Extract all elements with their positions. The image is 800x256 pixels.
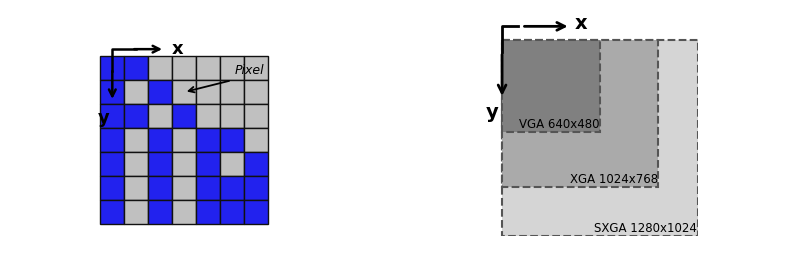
Bar (172, 152, 196, 176)
Bar (502, 40, 658, 187)
Bar (100, 56, 124, 80)
Bar (100, 176, 124, 200)
Bar (172, 200, 196, 223)
Bar (124, 128, 148, 152)
Bar (172, 56, 196, 80)
Bar (124, 104, 148, 128)
Bar (172, 104, 196, 128)
Bar (148, 200, 172, 223)
Bar (244, 176, 268, 200)
Bar (502, 40, 600, 132)
Text: x: x (574, 14, 587, 33)
Bar (220, 104, 244, 128)
Bar (196, 176, 220, 200)
Bar (148, 80, 172, 104)
Bar (124, 152, 148, 176)
Bar (100, 80, 124, 104)
Bar (220, 152, 244, 176)
Bar (124, 80, 148, 104)
Bar (148, 104, 172, 128)
Bar (196, 56, 220, 80)
Bar (148, 152, 172, 176)
Bar (124, 176, 148, 200)
Bar (244, 152, 268, 176)
Text: XGA 1024x768: XGA 1024x768 (570, 173, 658, 186)
Bar (244, 80, 268, 104)
Bar (100, 128, 124, 152)
Bar (196, 104, 220, 128)
Bar (148, 56, 172, 80)
Bar (124, 56, 148, 80)
Bar (244, 128, 268, 152)
Bar (172, 80, 196, 104)
Bar (148, 176, 172, 200)
Bar (196, 200, 220, 223)
Bar (220, 128, 244, 152)
Bar (100, 104, 124, 128)
Text: x: x (172, 40, 184, 58)
Text: VGA 640x480: VGA 640x480 (518, 118, 599, 131)
Bar (172, 128, 196, 152)
Bar (172, 176, 196, 200)
Bar (148, 128, 172, 152)
Bar (100, 200, 124, 223)
Bar (100, 152, 124, 176)
Bar (196, 128, 220, 152)
Bar (196, 80, 220, 104)
Bar (220, 200, 244, 223)
Text: y: y (98, 109, 110, 127)
Text: y: y (486, 103, 498, 122)
Bar (196, 152, 220, 176)
Bar (244, 104, 268, 128)
Text: Pixel: Pixel (234, 64, 264, 77)
Bar (124, 200, 148, 223)
Bar (220, 176, 244, 200)
Bar (220, 56, 244, 80)
Bar (220, 80, 244, 104)
Bar (244, 56, 268, 80)
Bar (244, 200, 268, 223)
Text: SXGA 1280x1024: SXGA 1280x1024 (594, 221, 697, 234)
